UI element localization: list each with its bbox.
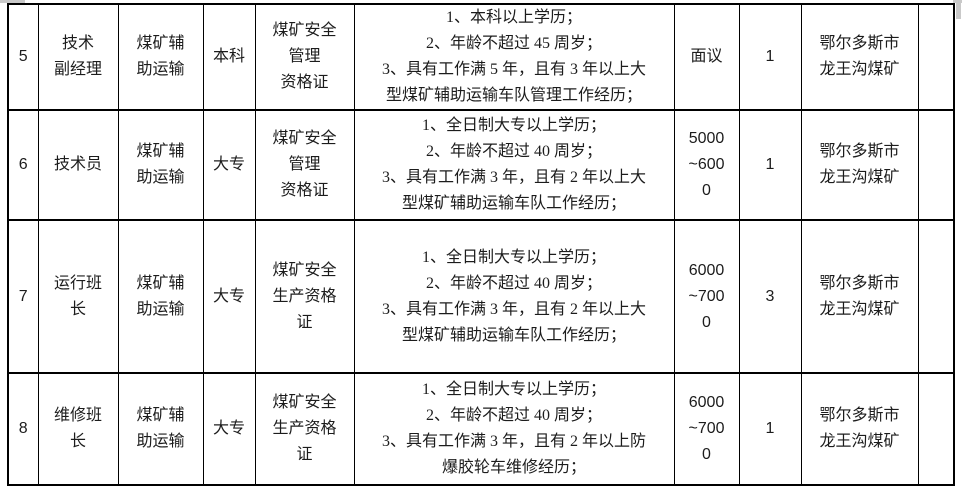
cell-education: 大专 [202, 219, 256, 374]
cell-work-location: 鄂尔多斯市 龙王沟煤矿 [800, 219, 919, 374]
cell-department: 煤矿辅 助运输 [117, 3, 204, 111]
cell-position: 技术员 [37, 109, 119, 221]
cell-education: 本科 [202, 3, 256, 111]
cell-position: 运行班 长 [37, 219, 119, 374]
recruitment-table: 5 技术 副经理 煤矿辅 助运输 本科 煤矿安全 管理 资格证 1、本科以上学历… [7, 3, 955, 486]
cell-certificate: 煤矿安全 管理 资格证 [254, 3, 355, 111]
cell-note [917, 219, 955, 374]
screen-artifact-top-left [0, 0, 25, 3]
table-row: 5 技术 副经理 煤矿辅 助运输 本科 煤矿安全 管理 资格证 1、本科以上学历… [7, 3, 955, 111]
cell-note [917, 372, 955, 486]
cell-position: 维修班 长 [37, 372, 119, 486]
cell-work-location: 鄂尔多斯市 龙王沟煤矿 [800, 372, 919, 486]
cell-salary: 面议 [673, 3, 740, 111]
cell-work-location: 鄂尔多斯市 龙王沟煤矿 [800, 3, 919, 111]
cell-serial-number: 5 [7, 3, 39, 111]
cell-note [917, 3, 955, 111]
cell-department: 煤矿辅 助运输 [117, 219, 204, 374]
cell-note [917, 109, 955, 221]
recruitment-table-container: 5 技术 副经理 煤矿辅 助运输 本科 煤矿安全 管理 资格证 1、本科以上学历… [7, 3, 955, 486]
cell-serial-number: 8 [7, 372, 39, 486]
cell-salary: 5000 ~600 0 [673, 109, 740, 221]
cell-certificate: 煤矿安全 管理 资格证 [254, 109, 355, 221]
cell-serial-number: 6 [7, 109, 39, 221]
cell-requirements: 1、全日制大专以上学历； 2、年龄不超过 40 周岁； 3、具有工作满 3 年，… [353, 372, 675, 486]
cell-education: 大专 [202, 109, 256, 221]
cell-salary: 6000 ~700 0 [673, 372, 740, 486]
table-row: 8 维修班 长 煤矿辅 助运输 大专 煤矿安全 生产资格 证 1、全日制大专以上… [7, 372, 955, 486]
cell-openings: 1 [738, 372, 802, 486]
cell-position: 技术 副经理 [37, 3, 119, 111]
cell-requirements: 1、全日制大专以上学历； 2、年龄不超过 40 周岁； 3、具有工作满 3 年，… [353, 109, 675, 221]
cell-serial-number: 7 [7, 219, 39, 374]
cell-certificate: 煤矿安全 生产资格 证 [254, 372, 355, 486]
cell-department: 煤矿辅 助运输 [117, 109, 204, 221]
cell-salary: 6000 ~700 0 [673, 219, 740, 374]
cell-openings: 1 [738, 3, 802, 111]
cell-education: 大专 [202, 372, 256, 486]
cell-work-location: 鄂尔多斯市 龙王沟煤矿 [800, 109, 919, 221]
cell-certificate: 煤矿安全 生产资格 证 [254, 219, 355, 374]
cell-openings: 1 [738, 109, 802, 221]
cell-requirements: 1、本科以上学历； 2、年龄不超过 45 周岁； 3、具有工作满 5 年，且有 … [353, 3, 675, 111]
table-row: 7 运行班 长 煤矿辅 助运输 大专 煤矿安全 生产资格 证 1、全日制大专以上… [7, 219, 955, 374]
cell-openings: 3 [738, 219, 802, 374]
cell-requirements: 1、全日制大专以上学历； 2、年龄不超过 40 周岁； 3、具有工作满 3 年，… [353, 219, 675, 374]
table-row: 6 技术员 煤矿辅 助运输 大专 煤矿安全 管理 资格证 1、全日制大专以上学历… [7, 109, 955, 221]
cell-department: 煤矿辅 助运输 [117, 372, 204, 486]
screen-artifact-top-right-vertical [956, 0, 961, 19]
